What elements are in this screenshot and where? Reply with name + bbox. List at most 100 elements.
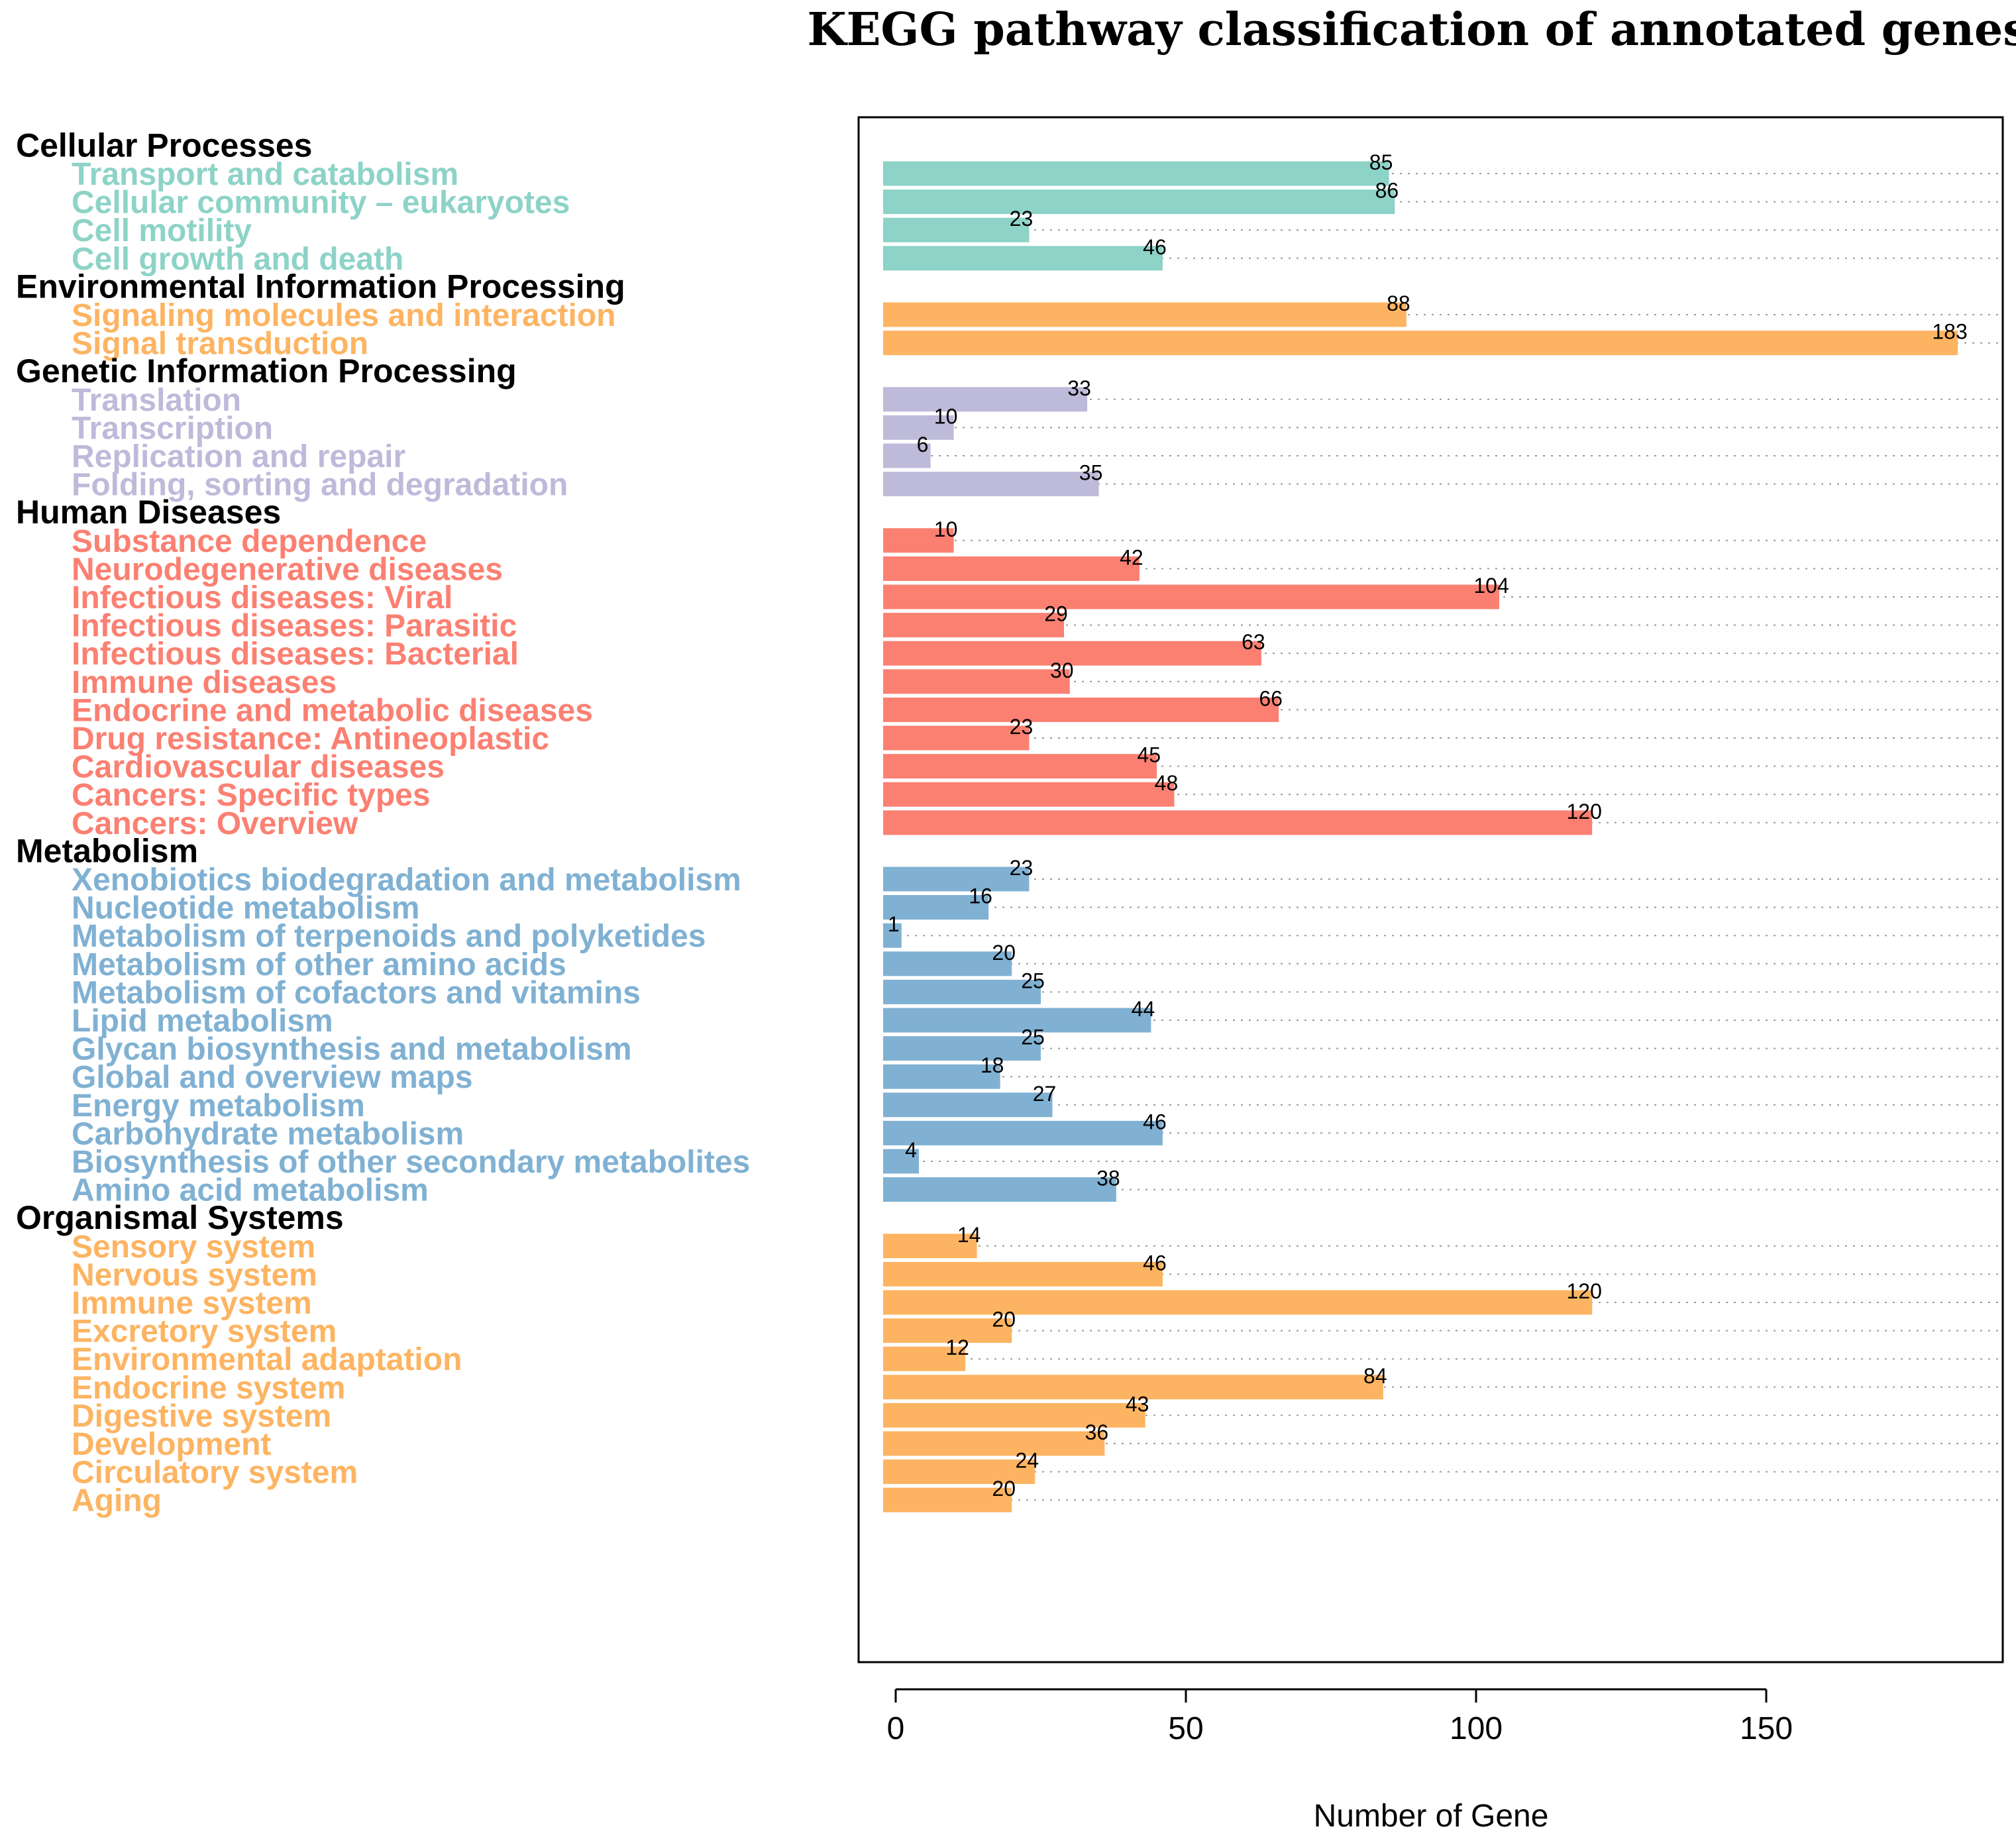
category-label-digestive-system: Digestive system [72, 1398, 331, 1434]
value-label-circulatory-system: 24 [1015, 1449, 1039, 1473]
category-label-endocrine-and-metabolic-diseases: Endocrine and metabolic diseases [72, 693, 593, 728]
category-label-signaling-molecules-and-interaction: Signaling molecules and interaction [72, 298, 615, 333]
group-label-genetic-information-processing: Genetic Information Processing [16, 352, 517, 390]
category-label-transport-and-catabolism: Transport and catabolism [72, 157, 458, 192]
bar-cancers-overview [883, 810, 1593, 835]
bar-biosynthesis-of-other-secondary-metabolites [883, 1149, 920, 1174]
x-tick-label-100: 100 [1450, 1711, 1503, 1746]
value-label-endocrine-and-metabolic-diseases: 66 [1259, 686, 1283, 710]
x-axis-title: Number of Gene [1314, 1799, 1549, 1834]
category-label-metabolism-of-cofactors-and-vitamins: Metabolism of cofactors and vitamins [72, 975, 641, 1010]
category-label-energy-metabolism: Energy metabolism [72, 1088, 365, 1124]
category-label-replication-and-repair: Replication and repair [72, 439, 405, 474]
value-label-infectious-diseases-parasitic: 29 [1044, 602, 1068, 626]
bar-xenobiotics-biodegradation-and-metabolism [883, 867, 1030, 892]
category-label-biosynthesis-of-other-secondary-metabolites: Biosynthesis of other secondary metaboli… [72, 1145, 750, 1180]
bar-digestive-system [883, 1402, 1145, 1428]
category-label-global-and-overview-maps: Global and overview maps [72, 1060, 473, 1095]
value-label-development: 36 [1085, 1420, 1109, 1444]
value-label-nucleotide-metabolism: 16 [969, 884, 992, 908]
category-label-cell-motility: Cell motility [72, 213, 252, 248]
value-label-neurodegenerative-diseases: 42 [1120, 545, 1143, 569]
value-label-energy-metabolism: 27 [1033, 1082, 1057, 1106]
category-label-xenobiotics-biodegradation-and-metabolism: Xenobiotics biodegradation and metabolis… [72, 863, 741, 898]
value-label-replication-and-repair: 6 [917, 433, 929, 456]
value-label-global-and-overview-maps: 18 [981, 1053, 1004, 1077]
bar-cell-motility [883, 217, 1030, 242]
value-label-cancers-specific-types: 48 [1155, 771, 1179, 795]
bar-cellular-community-eukaryotes [883, 189, 1395, 215]
category-label-amino-acid-metabolism: Amino acid metabolism [72, 1173, 429, 1208]
category-label-immune-diseases: Immune diseases [72, 665, 337, 700]
bar-development [883, 1431, 1105, 1456]
category-label-endocrine-system: Endocrine system [72, 1371, 345, 1406]
value-label-biosynthesis-of-other-secondary-metabolites: 4 [905, 1138, 917, 1162]
bar-neurodegenerative-diseases [883, 556, 1140, 581]
bar-substance-dependence [883, 528, 954, 553]
value-label-glycan-biosynthesis-and-metabolism: 25 [1021, 1026, 1045, 1049]
category-label-cell-growth-and-death: Cell growth and death [72, 242, 403, 277]
category-label-drug-resistance-antineoplastic: Drug resistance: Antineoplastic [72, 721, 549, 757]
category-label-signal-transduction: Signal transduction [72, 327, 368, 362]
bar-amino-acid-metabolism [883, 1177, 1116, 1202]
category-label-cancers-overview: Cancers: Overview [72, 806, 358, 841]
value-label-cell-motility: 23 [1010, 207, 1034, 231]
category-label-excretory-system: Excretory system [72, 1314, 337, 1349]
category-label-carbohydrate-metabolism: Carbohydrate metabolism [72, 1116, 464, 1151]
value-label-immune-system: 120 [1567, 1279, 1602, 1303]
x-tick-label-150: 150 [1740, 1711, 1793, 1746]
value-label-xenobiotics-biodegradation-and-metabolism: 23 [1010, 856, 1034, 880]
value-label-aging: 20 [992, 1477, 1016, 1501]
group-label-environmental-information-processing: Environmental Information Processing [16, 268, 625, 305]
category-label-infectious-diseases-bacterial: Infectious diseases: Bacterial [72, 637, 519, 672]
category-label-sensory-system: Sensory system [72, 1230, 315, 1265]
value-label-folding-sorting-and-degradation: 35 [1079, 461, 1103, 485]
chart-title: KEGG pathway classification of annotated… [807, 3, 2016, 56]
bar-nervous-system [883, 1261, 1163, 1287]
bar-infectious-diseases-parasitic [883, 613, 1065, 638]
bar-signaling-molecules-and-interaction [883, 302, 1406, 327]
bar-cancers-specific-types [883, 782, 1175, 807]
x-tick-label-50: 50 [1168, 1711, 1203, 1746]
bar-folding-sorting-and-degradation [883, 472, 1099, 497]
value-label-sensory-system: 14 [957, 1223, 981, 1247]
bar-nucleotide-metabolism [883, 895, 989, 920]
value-label-metabolism-of-other-amino-acids: 20 [992, 941, 1016, 965]
bar-replication-and-repair [883, 443, 931, 468]
value-labels: 8586234688183331063510421042963306623454… [888, 150, 1968, 1501]
bar-cell-growth-and-death [883, 246, 1163, 271]
value-label-infectious-diseases-bacterial: 63 [1242, 630, 1265, 654]
category-label-metabolism-of-terpenoids-and-polyketides: Metabolism of terpenoids and polyketides [72, 919, 706, 954]
category-label-immune-system: Immune system [72, 1286, 312, 1321]
value-label-signaling-molecules-and-interaction: 88 [1387, 291, 1410, 315]
category-label-development: Development [72, 1427, 271, 1462]
value-label-lipid-metabolism: 44 [1132, 997, 1155, 1021]
bar-global-and-overview-maps [883, 1064, 1000, 1089]
category-label-cancers-specific-types: Cancers: Specific types [72, 778, 431, 813]
bar-aging [883, 1487, 1012, 1512]
bar-endocrine-and-metabolic-diseases [883, 697, 1279, 722]
category-label-transcription: Transcription [72, 411, 273, 446]
value-label-translation: 33 [1067, 376, 1091, 400]
category-label-nucleotide-metabolism: Nucleotide metabolism [72, 891, 419, 926]
bar-drug-resistance-antineoplastic [883, 725, 1030, 751]
bar-immune-diseases [883, 669, 1070, 694]
bar-cardiovascular-diseases [883, 754, 1157, 779]
bars [883, 161, 1958, 1512]
bar-immune-system [883, 1290, 1593, 1315]
category-label-lipid-metabolism: Lipid metabolism [72, 1004, 333, 1039]
bar-sensory-system [883, 1234, 977, 1259]
value-label-cell-growth-and-death: 46 [1143, 235, 1167, 259]
bar-energy-metabolism [883, 1092, 1053, 1118]
category-label-cellular-community-eukaryotes: Cellular community – eukaryotes [72, 185, 570, 221]
value-label-signal-transduction: 183 [1932, 320, 1967, 344]
value-label-cancers-overview: 120 [1567, 800, 1602, 823]
x-tick-label-0: 0 [887, 1711, 905, 1746]
value-label-nervous-system: 46 [1143, 1251, 1167, 1275]
category-label-cardiovascular-diseases: Cardiovascular diseases [72, 750, 445, 785]
bar-translation [883, 387, 1088, 412]
bar-signal-transduction [883, 331, 1958, 356]
bar-transport-and-catabolism [883, 161, 1389, 186]
